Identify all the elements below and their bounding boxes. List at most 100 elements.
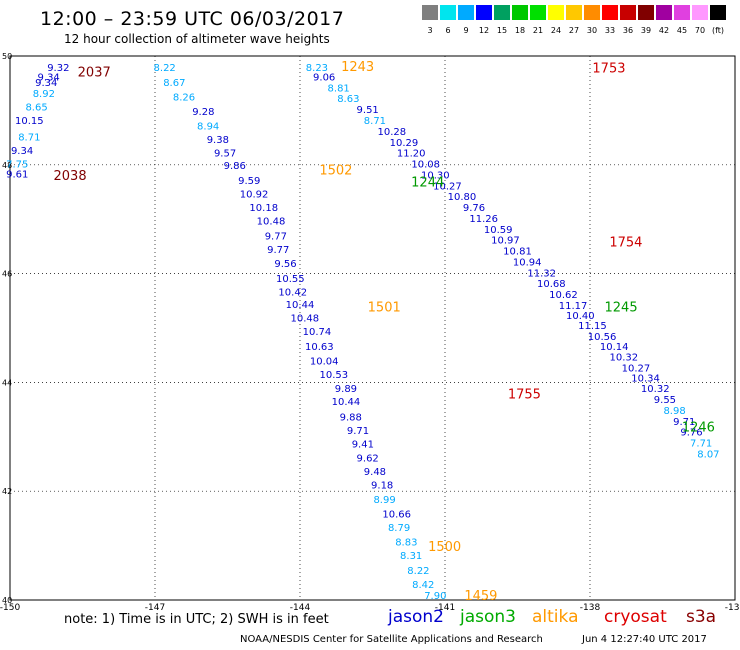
swh-value: 10.27 xyxy=(433,181,462,192)
scale-swatch xyxy=(692,5,708,20)
swh-value: 8.67 xyxy=(163,78,185,89)
lat-tick-label: 50 xyxy=(2,52,12,61)
scale-swatch xyxy=(602,5,618,20)
track-time-label: 2038 xyxy=(54,169,87,184)
track-time-label: 1501 xyxy=(368,301,401,316)
scale-label: 30 xyxy=(586,26,598,35)
swh-value: 8.22 xyxy=(154,63,176,74)
scale-swatch xyxy=(674,5,690,20)
swh-value: 8.99 xyxy=(373,495,395,506)
track-time-label: 1244 xyxy=(411,176,444,191)
swh-value: 10.48 xyxy=(257,217,286,228)
swh-value: 10.74 xyxy=(303,327,332,338)
swh-value: 9.34 xyxy=(11,146,33,157)
lon-tick-label: -141 xyxy=(435,603,455,613)
lat-tick-label: 42 xyxy=(2,487,12,496)
scale-label: 24 xyxy=(550,26,562,35)
swh-value: 9.55 xyxy=(654,395,676,406)
swh-value: 8.07 xyxy=(697,449,719,460)
swh-value: 9.34 xyxy=(35,78,57,89)
scale-label: 15 xyxy=(496,26,508,35)
track-time-label: 1245 xyxy=(605,301,638,316)
scale-label: 3 xyxy=(427,26,433,35)
swh-value: 11.32 xyxy=(527,268,556,279)
scale-swatch xyxy=(710,5,726,20)
swh-value: 9.88 xyxy=(340,412,362,423)
scale-label: 27 xyxy=(568,26,580,35)
swh-value: 9.71 xyxy=(673,417,695,428)
swh-value: 9.51 xyxy=(357,105,379,116)
lon-tick-label: -147 xyxy=(145,603,165,613)
scale-label: 42 xyxy=(658,26,670,35)
lon-tick-label: -138 xyxy=(580,603,601,613)
swh-value: 10.66 xyxy=(382,509,411,520)
track-time-label: 1459 xyxy=(464,589,497,604)
lat-tick-label: 44 xyxy=(2,378,12,387)
swh-value: 10.63 xyxy=(305,342,334,353)
swh-value: 11.15 xyxy=(578,321,607,332)
swh-value: 8.81 xyxy=(328,83,350,94)
swh-value: 8.94 xyxy=(197,121,219,132)
swh-value: 9.06 xyxy=(313,72,335,83)
legend-item: jason2 xyxy=(388,607,444,627)
swh-value: 8.98 xyxy=(663,406,685,417)
scale-label: 39 xyxy=(640,26,652,35)
swh-value: 10.44 xyxy=(332,397,361,408)
swh-value: 7.90 xyxy=(424,591,446,602)
lon-tick-label: -150 xyxy=(0,603,20,613)
scale-label: 45 xyxy=(676,26,688,35)
footer-note: note: 1) Time is in UTC; 2) SWH is in fe… xyxy=(64,612,329,627)
swh-value: 8.26 xyxy=(173,93,195,104)
lon-tick-label: -144 xyxy=(290,603,311,613)
swh-value: 9.76 xyxy=(680,428,702,439)
scale-swatch xyxy=(512,5,528,20)
swh-value: 10.34 xyxy=(631,373,660,384)
scale-swatch xyxy=(422,5,438,20)
swh-value: 9.57 xyxy=(214,149,236,160)
swh-value: 9.76 xyxy=(463,203,485,214)
swh-value: 10.59 xyxy=(484,225,513,236)
swh-value: 10.62 xyxy=(549,290,578,301)
scale-swatch xyxy=(458,5,474,20)
swh-value: 8.31 xyxy=(400,551,422,562)
swh-value: 8.22 xyxy=(407,566,429,577)
swh-value: 8.79 xyxy=(388,523,410,534)
swh-value: 9.89 xyxy=(335,384,357,395)
swh-value: 10.56 xyxy=(588,332,617,343)
scale-label: 70 xyxy=(694,26,706,35)
swh-value: 9.59 xyxy=(238,176,260,187)
swh-value: 9.41 xyxy=(352,440,374,451)
swh-value: 10.27 xyxy=(622,364,651,375)
swh-value: 10.15 xyxy=(15,116,44,127)
lon-tick-label: -135 xyxy=(725,603,740,613)
scale-swatch xyxy=(656,5,672,20)
track-time-label: 1754 xyxy=(609,235,642,250)
map-frame xyxy=(9,55,736,601)
map-subtitle: 12 hour collection of altimeter wave hei… xyxy=(64,32,330,46)
scale-swatch xyxy=(440,5,456,20)
scale-unit: (ft) xyxy=(711,26,725,35)
track-time-label: 1753 xyxy=(592,61,625,76)
scale-swatch xyxy=(566,5,582,20)
timestamp: Jun 4 12:27:40 UTC 2017 xyxy=(582,634,707,645)
lat-tick-label: 46 xyxy=(2,270,12,279)
scale-label: 36 xyxy=(622,26,634,35)
track-time-label: 1246 xyxy=(682,420,715,435)
swh-value: 8.92 xyxy=(33,89,55,100)
swh-value: 8.71 xyxy=(364,116,386,127)
swh-value: 10.04 xyxy=(310,356,339,367)
scale-label: 6 xyxy=(445,26,451,35)
track-time-label: 2037 xyxy=(78,66,111,81)
swh-value: 8.42 xyxy=(412,580,434,591)
legend-item: altika xyxy=(532,607,579,627)
swh-value: 10.94 xyxy=(513,257,542,268)
swh-value: 10.81 xyxy=(503,247,532,258)
swh-value: 9.18 xyxy=(371,480,393,491)
swh-value: 7.71 xyxy=(690,439,712,450)
scale-swatch xyxy=(584,5,600,20)
swh-value: 8.23 xyxy=(306,63,328,74)
swh-value: 10.80 xyxy=(448,192,477,203)
swh-value: 10.48 xyxy=(291,313,320,324)
